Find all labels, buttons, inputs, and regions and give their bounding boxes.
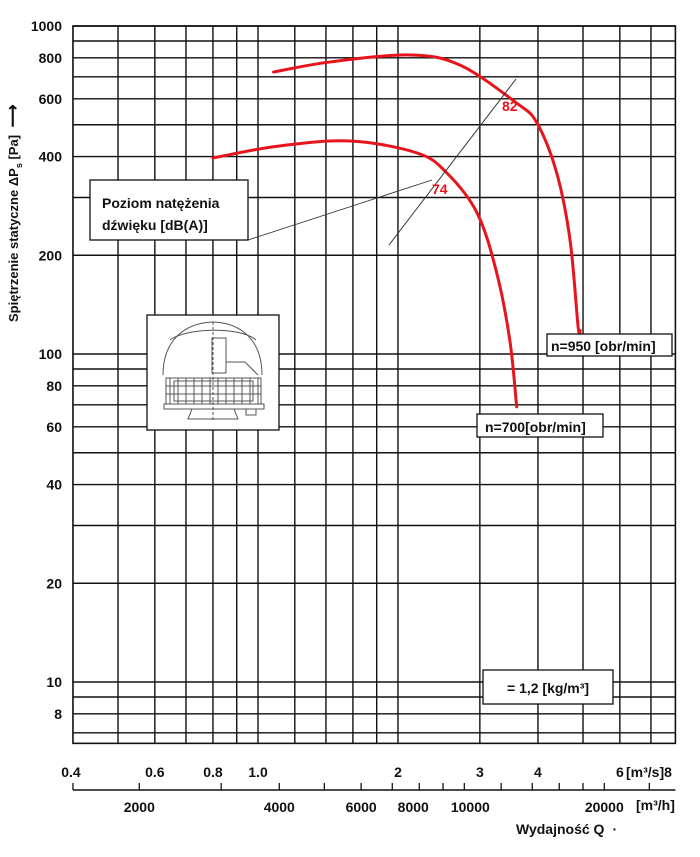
tick-labels: 1000 800 600 400 200 100 80 60 40 20 10 8 0.4 0.6 0.8 1… bbox=[31, 18, 624, 780]
y-tick-label: 80 bbox=[46, 378, 62, 394]
speed-label-700: n=700[obr/min] bbox=[476, 413, 604, 438]
x2-tick-label: 2000 bbox=[124, 799, 155, 815]
curves bbox=[211, 53, 582, 409]
svg-text:n=700[obr/min]: n=700[obr/min] bbox=[485, 419, 586, 435]
x-tick-label: 1.0 bbox=[248, 764, 268, 780]
x-axis-label: Wydajność Q · bbox=[516, 821, 617, 837]
curve-700 bbox=[211, 139, 519, 409]
x2-tick-label: 8000 bbox=[398, 799, 429, 815]
y-tick-label: 20 bbox=[46, 575, 62, 591]
x2-tick-label: 10000 bbox=[451, 799, 490, 815]
x-tick-label: 4 bbox=[534, 764, 542, 780]
x-tick-label: 0.4 bbox=[61, 764, 81, 780]
y-tick-label: 100 bbox=[39, 346, 63, 362]
curve-950 bbox=[272, 53, 582, 336]
noise-level-box: Poziom natężenia dźwięku [dB(A)] bbox=[89, 78, 517, 246]
x-unit-secondary: [m³/h] bbox=[636, 797, 675, 813]
x2-tick-label: 6000 bbox=[346, 799, 377, 815]
y-tick-label: 8 bbox=[54, 706, 62, 722]
y-tick-label: 800 bbox=[39, 50, 63, 66]
y-tick-label: 60 bbox=[46, 419, 62, 435]
speed-label-950: n=950 [obr/min] bbox=[546, 333, 673, 357]
x-tick-label: 0.6 bbox=[145, 764, 165, 780]
svg-text:Poziom natężenia: Poziom natężenia bbox=[102, 195, 220, 211]
x-unit-primary: [m³/s]8 bbox=[626, 764, 672, 780]
x-tick-label: 0.8 bbox=[203, 764, 223, 780]
x-tick-label: 2 bbox=[394, 764, 402, 780]
y-tick-label: 200 bbox=[39, 247, 63, 263]
secondary-x-axis: 2000 4000 6000 8000 10000 20000 bbox=[72, 783, 676, 815]
y-tick-label: 400 bbox=[39, 149, 63, 165]
density-box: = 1,2 [kg/m³] bbox=[482, 669, 614, 705]
noise-level-82: 82 bbox=[502, 98, 518, 114]
x2-tick-label: 4000 bbox=[264, 799, 295, 815]
x2-tick-label: 20000 bbox=[585, 799, 624, 815]
y-tick-label: 10 bbox=[46, 674, 62, 690]
svg-text:n=950 [obr/min]: n=950 [obr/min] bbox=[551, 338, 656, 354]
y-tick-label: 600 bbox=[39, 91, 63, 107]
x-tick-label: 3 bbox=[476, 764, 484, 780]
y-axis-label: Spiętrzenie statyczne ΔPs [Pa] ⟶ bbox=[5, 104, 24, 322]
noise-level-74: 74 bbox=[432, 181, 448, 197]
svg-text:= 1,2 [kg/m³]: = 1,2 [kg/m³] bbox=[507, 680, 589, 696]
x-tick-label: 6 bbox=[616, 764, 624, 780]
y-tick-label: 1000 bbox=[31, 18, 62, 34]
svg-text:dźwięku [dB(A)]: dźwięku [dB(A)] bbox=[102, 217, 208, 233]
roof-fan-illustration bbox=[146, 314, 280, 431]
y-tick-label: 40 bbox=[46, 477, 62, 493]
